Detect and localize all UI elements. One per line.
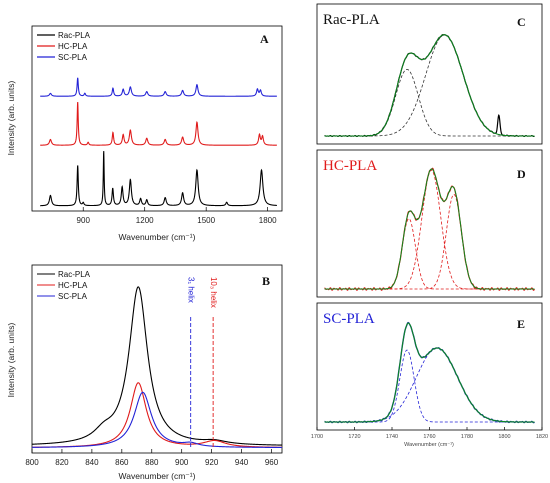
legend-label-sc: SC-PLA — [58, 53, 88, 62]
fit-component-curve — [324, 69, 535, 137]
panel-a-frame — [31, 25, 283, 212]
panel-a-curves — [40, 77, 277, 207]
panel-c-frame — [316, 3, 543, 145]
panel-e: 1700 1720 1740 1760 1780 1800 1820 SC-PLA E Wa… — [311, 302, 548, 448]
fit-component-curve — [324, 347, 535, 423]
panel-e-title: SC-PLA — [323, 311, 375, 327]
x-tick-label: 860 — [115, 458, 129, 467]
x-tick-label: 940 — [235, 458, 249, 467]
panel-b-letter: B — [262, 274, 270, 288]
panel-e-curves — [324, 321, 535, 424]
x-tick-label: 1740 — [386, 434, 398, 440]
panel-b-x-ticks: 800 820 840 860 880 900 920 940 960 — [25, 449, 279, 467]
fit-component-curve — [324, 169, 535, 290]
fit-total-curve — [324, 168, 535, 290]
series-line-sc-pla — [32, 391, 282, 449]
panel-e-letter: E — [517, 317, 525, 331]
x-tick-label: 920 — [205, 458, 219, 467]
measured-spectrum-line — [324, 321, 535, 424]
legend-label-sc: SC-PLA — [58, 292, 88, 301]
x-tick-label: 1800 — [259, 216, 277, 225]
legend-label-hc: HC-PLA — [58, 42, 88, 51]
panel-a-y-axis-label: Intensity (arb. units) — [6, 81, 16, 156]
x-tick-label: 1720 — [348, 434, 360, 440]
panel-a-legend: Rac-PLA HC-PLA SC-PLA — [37, 31, 91, 62]
panel-e-x-axis-label: Wavenumber (cm⁻¹) — [404, 442, 454, 448]
panel-c-title: Rac-PLA — [323, 12, 380, 28]
series-line-rac-pla — [40, 151, 277, 207]
legend-label-hc: HC-PLA — [58, 281, 88, 290]
x-tick-label: 960 — [265, 458, 279, 467]
panel-a-letter: A — [260, 32, 269, 46]
panel-a: 900 1200 1500 1800 A Wavenumber (cm⁻¹) Inte… — [6, 25, 283, 242]
x-tick-label: 1800 — [498, 434, 510, 440]
x-tick-label: 900 — [77, 216, 91, 225]
measured-spectrum-line — [324, 34, 535, 138]
x-tick-label: 1700 — [311, 434, 323, 440]
panel-b-legend: Rac-PLA HC-PLA SC-PLA — [37, 270, 91, 301]
x-tick-label: 880 — [145, 458, 159, 467]
fit-total-curve — [324, 322, 535, 423]
measured-spectrum-line — [324, 167, 536, 291]
x-tick-label: 900 — [175, 458, 189, 467]
panel-b-frame — [31, 264, 283, 454]
panel-d: HC-PLA D — [316, 149, 543, 298]
panel-d-title: HC-PLA — [323, 158, 377, 174]
panel-b-y-axis-label: Intensity (arb. units) — [6, 323, 16, 398]
panel-e-x-ticks: 1700 1720 1740 1760 1780 1800 1820 — [311, 427, 548, 440]
panel-a-x-ticks: 900 1200 1500 1800 — [77, 207, 277, 225]
legend-label-rac: Rac-PLA — [58, 31, 91, 40]
panel-d-letter: D — [517, 167, 526, 181]
fit-component-curve — [324, 194, 535, 290]
legend-label-rac: Rac-PLA — [58, 270, 91, 279]
x-tick-label: 820 — [55, 458, 69, 467]
x-tick-label: 1780 — [461, 434, 473, 440]
x-tick-label: 1820 — [536, 434, 548, 440]
panel-d-frame — [316, 149, 543, 298]
series-line-hc-pla — [40, 102, 277, 146]
fit-total-curve — [324, 34, 535, 137]
series-line-rac-pla — [31, 286, 283, 446]
panel-b-annotations: 3₁ helix 10₃ helix — [187, 277, 218, 447]
panel-c: Rac-PLA C — [316, 3, 543, 145]
panel-b: 800 820 840 860 880 900 920 940 960 3₁ helix 10₃ … — [6, 264, 283, 481]
x-tick-label: 800 — [25, 458, 39, 467]
helix-annotation-label: 10₃ helix — [209, 277, 218, 308]
x-tick-label: 840 — [85, 458, 99, 467]
x-tick-label: 1760 — [423, 434, 435, 440]
series-line-hc-pla — [32, 382, 283, 448]
fit-component-curve — [324, 349, 535, 423]
series-line-sc-pla — [40, 77, 277, 97]
panel-b-x-axis-label: Wavenumber (cm⁻¹) — [119, 471, 196, 481]
helix-annotation-label: 3₁ helix — [187, 277, 196, 303]
panel-a-x-axis-label: Wavenumber (cm⁻¹) — [119, 232, 196, 242]
fit-component-curve — [324, 34, 535, 137]
panel-b-curves — [31, 286, 283, 449]
x-tick-label: 1500 — [197, 216, 215, 225]
panel-d-curves — [324, 167, 536, 291]
panel-c-letter: C — [517, 15, 526, 29]
panel-c-curves — [324, 34, 535, 138]
fit-component-curve — [324, 218, 535, 290]
x-tick-label: 1200 — [136, 216, 154, 225]
